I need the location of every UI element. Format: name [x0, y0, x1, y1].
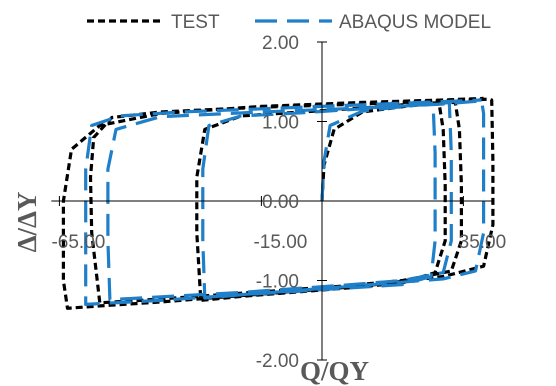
x-tick-label: 35.00 — [459, 232, 507, 253]
x-tick-label: -15.00 — [253, 232, 307, 253]
y-tick-label: 1.00 — [262, 113, 299, 134]
series-line-abaqus-model — [84, 98, 486, 306]
y-tick-label: -2.00 — [256, 351, 299, 372]
y-tick-label: 0.00 — [262, 192, 299, 213]
x-tick-label: -65.00 — [51, 232, 105, 253]
y-axis-title: Δ/ΔY — [12, 192, 42, 253]
y-tick-label: -1.00 — [256, 272, 299, 293]
tick-layer: -65.00 -15.00 35.00 2.00 1.00 0.00 -1.00 -2.00 — [51, 33, 506, 372]
legend-abaqus-label: ABAQUS MODEL — [339, 12, 491, 33]
x-axis-title: Q/QY — [300, 356, 369, 386]
y-tick-label: 2.00 — [262, 33, 299, 54]
legend: TEST ABAQUS MODEL — [87, 12, 491, 33]
legend-test-label: TEST — [171, 12, 220, 33]
series-layer — [61, 96, 495, 310]
